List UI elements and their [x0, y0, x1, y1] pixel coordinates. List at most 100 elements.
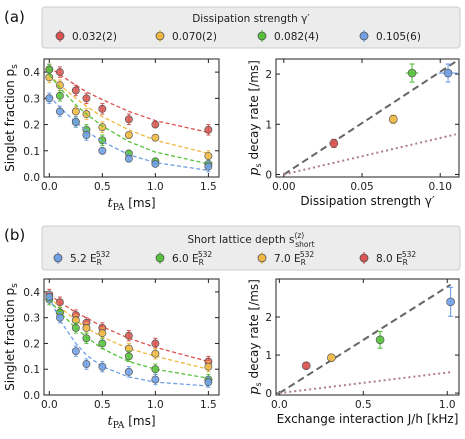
x-tick-label: 1.5 — [200, 181, 217, 193]
data-point — [204, 362, 213, 371]
data-point — [82, 94, 91, 103]
y-tick-label: 0.3 — [23, 313, 40, 325]
theory-dotted-line — [279, 371, 451, 395]
data-point — [71, 324, 80, 332]
x-tick-label: 0.5 — [355, 399, 372, 411]
data-point — [45, 293, 54, 301]
legend-b-entry-main: 6.0 E — [172, 253, 199, 265]
data-point — [151, 159, 160, 168]
y-axis-label: Singlet fraction ps — [3, 64, 20, 172]
plot-b-right: 0.0 0.5 1.0 0 1 2 Exchange interaction J/h [kH… — [247, 278, 460, 426]
data-point — [443, 68, 453, 78]
plot-frame — [43, 58, 220, 178]
legend-b-entry-sup: 532 — [96, 250, 111, 259]
fit-curve — [48, 74, 209, 165]
y-label-sub: s — [10, 64, 20, 69]
fit-curve — [48, 95, 209, 172]
legend-b-entry-sup: 532 — [300, 250, 315, 259]
legend-b-entry-sub: R — [97, 258, 102, 267]
legend-b-title-sup: (z) — [294, 231, 304, 240]
data-point — [55, 68, 64, 77]
data-point — [71, 86, 80, 95]
y-label-prefix: p — [247, 167, 262, 176]
x-axis-label: Exchange interaction J/h [kHz] — [277, 412, 459, 426]
data-point — [388, 114, 398, 124]
legend-b: Short lattice depth s(z) short 5.2 ER532 6… — [41, 225, 461, 271]
plot-frame — [275, 278, 460, 396]
x-tick-label: 0.05 — [350, 181, 373, 193]
data-point — [204, 152, 213, 160]
legend-a-entry: 0.032(2) — [72, 31, 117, 43]
panel-b-label: (b) — [4, 226, 25, 244]
y-label-prefix: p — [247, 386, 262, 395]
legend-a-marker — [55, 31, 65, 41]
legend-a-title: Dissipation strength γ′ — [192, 13, 310, 25]
x-tick-label: 1.0 — [439, 399, 456, 411]
x-tick-label: 0.5 — [94, 399, 111, 411]
legend-b-entry-main: 8.0 E — [376, 253, 403, 265]
y-label-main: Singlet fraction p — [3, 69, 17, 172]
data-point — [204, 125, 213, 134]
data-point — [82, 360, 91, 369]
y-axis-label: Singlet fraction ps — [3, 283, 20, 391]
data-point — [45, 94, 54, 103]
y-tick-label: 0.0 — [23, 172, 40, 184]
y-label-sub: s — [254, 163, 263, 167]
y-tick-label: 0.1 — [23, 146, 40, 158]
y-label-main: decay rate [/ms] — [247, 60, 261, 163]
y-label-main: decay rate [/ms] — [247, 279, 261, 382]
legend-b-entry-main: 5.2 E — [70, 253, 97, 265]
data-point — [98, 329, 107, 338]
fit-dashed-line — [283, 60, 457, 176]
data-point — [151, 349, 160, 358]
y-tick-label: 2 — [265, 312, 272, 324]
legend-b-entry: 5.2 ER532 — [70, 250, 110, 267]
data-point — [98, 362, 107, 371]
y-tick-label: 2 — [265, 69, 272, 81]
data-point — [98, 104, 107, 113]
data-point — [329, 139, 339, 148]
data-point — [71, 117, 80, 126]
y-tick-label: 1 — [265, 119, 272, 131]
x-axis-label: tPA [ms] — [107, 414, 155, 431]
plot-frame — [43, 278, 220, 396]
data-point — [151, 133, 160, 142]
legend-b-entry-sup: 532 — [402, 250, 417, 259]
data-point — [204, 162, 213, 171]
legend-b-marker — [257, 253, 267, 263]
data-point — [82, 334, 91, 343]
y-tick-label: 0.1 — [23, 364, 40, 376]
legend-b-entry-sub: R — [301, 258, 306, 267]
data-point — [301, 361, 311, 371]
legend-b-box — [41, 225, 461, 271]
legend-b-title: Short lattice depth s(z) short — [187, 231, 314, 249]
legend-a-box — [41, 6, 461, 49]
data-point — [98, 123, 107, 132]
data-point — [407, 68, 417, 78]
y-label-sub: s — [10, 283, 20, 288]
data-point — [98, 339, 107, 348]
y-axis-label: ps decay rate [/ms] — [247, 60, 263, 176]
x-tick-label: 1.0 — [147, 399, 164, 411]
x-label-unit: [ms] — [124, 414, 155, 428]
data-point — [55, 298, 64, 307]
data-point — [151, 120, 160, 129]
data-point — [82, 131, 91, 139]
data-point — [124, 115, 133, 124]
data-point — [55, 107, 64, 116]
y-axis-label: ps decay rate [/ms] — [247, 279, 263, 395]
data-point — [124, 331, 133, 340]
data-point — [446, 297, 455, 307]
y-tick-label: 1 — [265, 350, 272, 362]
plot-b-left: 0.0 0.5 1.0 1.5 0.0 0.1 0.2 0.3 0.4 tPA [ms] Singl… — [3, 278, 220, 431]
legend-b-entry-main: 7.0 E — [274, 253, 301, 265]
legend-b-marker — [53, 253, 63, 263]
y-label-sub: s — [254, 382, 263, 386]
legend-a-entry: 0.105(6) — [376, 31, 421, 43]
x-label-sub: PA — [113, 203, 125, 213]
legend-a: Dissipation strength γ′ 0.032(2) 0.070(2)… — [41, 6, 461, 49]
data-point — [124, 367, 133, 376]
y-tick-label: 0.4 — [23, 67, 40, 79]
y-label-main: Singlet fraction p — [3, 288, 17, 391]
data-point — [124, 131, 133, 139]
